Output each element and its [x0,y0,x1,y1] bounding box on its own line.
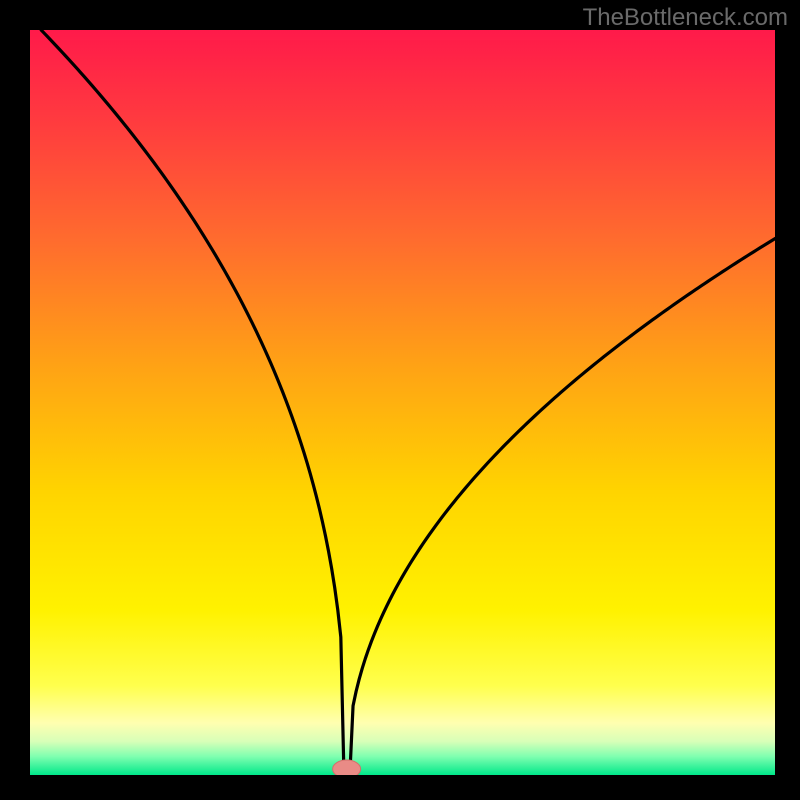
chart-frame: TheBottleneck.com [0,0,800,800]
watermark-text: TheBottleneck.com [583,4,788,32]
plot-area [30,30,775,775]
plot-svg [30,30,775,775]
min-marker [333,760,361,775]
gradient-background [30,30,775,775]
